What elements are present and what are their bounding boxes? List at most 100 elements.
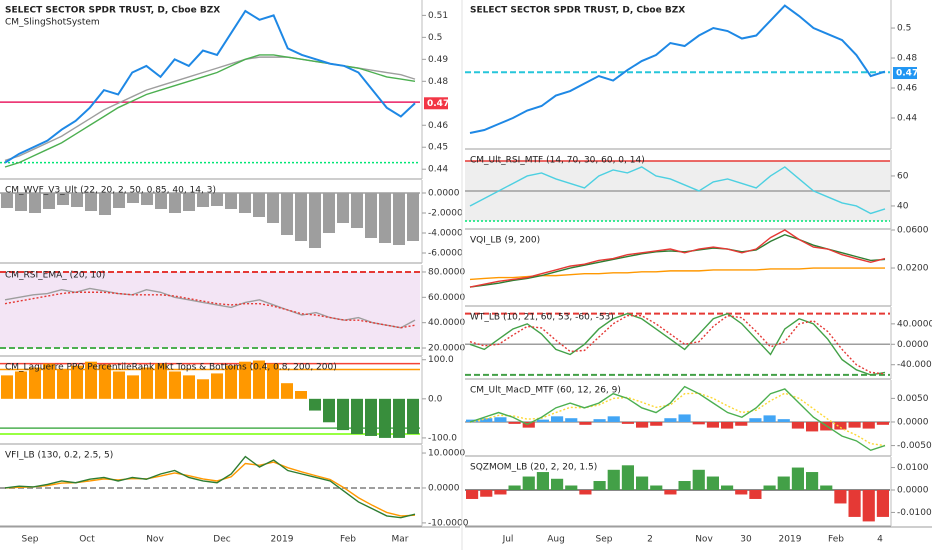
histogram-bar (127, 375, 139, 399)
histogram-bar (155, 193, 167, 209)
histogram-bar (43, 193, 55, 209)
x-tick-label: Sep (596, 535, 613, 545)
y-tick-label: 60 (897, 171, 909, 181)
y-tick-label: 0.5 (428, 33, 442, 43)
y-tick-label: 0.0000 (897, 340, 929, 350)
histogram-bar (127, 193, 139, 203)
pane-title: CM_Ult_MacD_MTF (60, 12, 26, 9) (470, 386, 621, 396)
y-tick-label: 0.0000 (428, 483, 460, 493)
histogram-bar (183, 375, 195, 399)
histogram-bar (508, 421, 521, 424)
y-tick-label: 0.0000 (897, 417, 929, 427)
pane-title: WT_LB (10, 21, 60, 53, -60, -53) (470, 313, 614, 323)
histogram-bar (494, 417, 507, 422)
x-tick-label: Mar (392, 535, 409, 545)
histogram-bar (351, 398, 363, 435)
histogram-bar (820, 485, 833, 490)
histogram-bar (15, 193, 27, 211)
histogram-bar (579, 489, 592, 495)
y-tick-label: 0.44 (897, 114, 917, 124)
histogram-bar (309, 193, 321, 248)
histogram-bar (365, 193, 377, 238)
x-tick-label: 30 (740, 535, 752, 545)
price-marker (893, 67, 917, 80)
histogram-bar (692, 421, 705, 425)
x-tick-label: Dec (213, 535, 230, 545)
histogram-bar (806, 472, 819, 490)
y-tick-label: 10.0000 (428, 449, 465, 459)
y-tick-label: 0.0000 (428, 189, 460, 199)
histogram-bar (169, 371, 181, 399)
histogram-bar (267, 363, 279, 399)
y-tick-label: 40.0000 (897, 319, 932, 329)
histogram-bar (763, 485, 776, 490)
y-tick-label: 0.44 (428, 165, 448, 175)
histogram-bar (678, 414, 691, 422)
histogram-bar (522, 476, 535, 490)
y-tick-label: 0.0100 (897, 463, 929, 473)
histogram-bar (393, 398, 405, 438)
histogram-bar (678, 481, 691, 490)
y-tick-label: -10.0000 (428, 518, 469, 528)
histogram-bar (85, 361, 97, 399)
series-line (469, 385, 886, 452)
histogram-bar (466, 489, 479, 499)
histogram-bar (763, 415, 776, 422)
histogram-bar (621, 465, 634, 490)
y-tick-label: 0.48 (428, 77, 448, 87)
y-tick-label: -0.0100 (897, 508, 932, 518)
histogram-bar (407, 398, 419, 435)
histogram-bar (323, 398, 335, 423)
histogram-bar (480, 418, 493, 422)
histogram-bar (565, 418, 578, 422)
band (0, 271, 420, 349)
histogram-bar (607, 469, 620, 490)
histogram-bar (650, 485, 663, 490)
pane-title: SQZMOM_LB (20, 2, 20, 1.5) (470, 463, 597, 473)
histogram-bar (71, 193, 83, 207)
histogram-bar (309, 398, 321, 411)
histogram-bar (791, 421, 804, 429)
y-tick-label: 60.0000 (428, 293, 465, 303)
histogram-bar (281, 383, 293, 399)
y-tick-label: 40 (897, 201, 909, 211)
histogram-bar (579, 421, 592, 425)
histogram-bar (295, 391, 307, 399)
x-tick-label: 2019 (779, 535, 802, 545)
histogram-bar (862, 489, 875, 522)
histogram-bar (169, 193, 181, 213)
histogram-bar (551, 478, 564, 490)
histogram-bar (1, 375, 13, 399)
x-tick-label: 2 (647, 535, 653, 545)
histogram-bar (593, 419, 606, 422)
price-marker-label: 0.47 (427, 99, 449, 109)
y-tick-label: 20.0000 (428, 344, 465, 354)
histogram-bar (480, 489, 493, 497)
histogram-bar (777, 419, 790, 422)
histogram-bar (365, 398, 377, 436)
histogram-bar (113, 371, 125, 399)
x-tick-label: Oct (79, 535, 95, 545)
histogram-bar (806, 421, 819, 432)
histogram-bar (848, 489, 861, 517)
histogram-bar (113, 193, 125, 208)
histogram-bar (848, 421, 861, 428)
series-line (469, 314, 886, 375)
pane-title: CM_WVF_V3_Ult (22, 20, 2, 50, 0.85, 40, … (5, 186, 216, 196)
histogram-bar (197, 379, 209, 399)
histogram-bar (141, 367, 153, 399)
histogram-bar (721, 421, 734, 429)
series-line (469, 312, 886, 376)
y-tick-label: 0.48 (897, 54, 917, 64)
histogram-bar (593, 481, 606, 490)
histogram-bar (29, 193, 41, 213)
histogram-bar (607, 416, 620, 422)
series-line (469, 4, 886, 134)
histogram-bar (43, 363, 55, 399)
series-line (469, 166, 886, 215)
histogram-bar (379, 193, 391, 243)
y-tick-label: 0.45 (428, 143, 448, 153)
x-tick-label: Sep (22, 535, 39, 545)
histogram-bar (183, 193, 195, 211)
y-tick-label: 0.5 (897, 24, 911, 34)
